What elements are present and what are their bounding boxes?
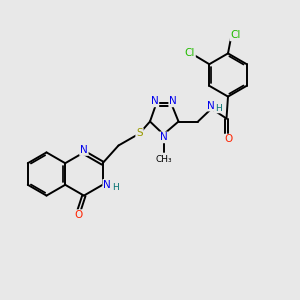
Text: N: N xyxy=(169,96,177,106)
Text: O: O xyxy=(74,210,83,220)
Text: N: N xyxy=(207,100,215,111)
Text: H: H xyxy=(112,183,119,192)
Text: S: S xyxy=(136,128,143,139)
Text: N: N xyxy=(151,96,158,106)
Text: O: O xyxy=(225,134,233,145)
Text: Cl: Cl xyxy=(184,48,195,58)
Text: N: N xyxy=(103,180,111,190)
Text: N: N xyxy=(80,145,88,155)
Text: CH₃: CH₃ xyxy=(155,155,172,164)
Text: Cl: Cl xyxy=(230,30,241,40)
Text: H: H xyxy=(215,103,221,112)
Text: N: N xyxy=(160,132,167,142)
